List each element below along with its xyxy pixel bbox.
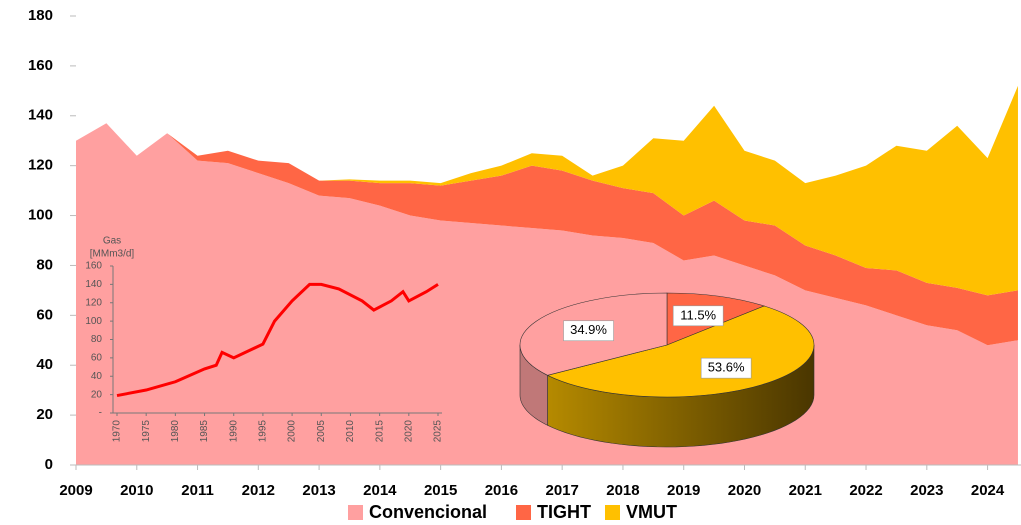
x-tick-label: 2014 xyxy=(363,482,397,499)
y-tick-label: 100 xyxy=(85,316,102,327)
x-tick-label: 1980 xyxy=(170,420,181,443)
x-tick-label: 2011 xyxy=(181,482,214,499)
x-tick-label: 2012 xyxy=(242,482,275,499)
data-label: 53.6% xyxy=(708,360,745,375)
legend-label: TIGHT xyxy=(537,502,591,522)
x-tick-label: 2022 xyxy=(849,482,882,499)
line xyxy=(116,282,439,398)
data-label: 34.9% xyxy=(570,322,607,337)
x-tick-label: 2013 xyxy=(302,482,335,499)
legend-label: Convencional xyxy=(369,502,487,522)
area xyxy=(76,123,1018,346)
y-tick-label: 80 xyxy=(36,256,53,273)
y-tick-label: 40 xyxy=(91,371,103,382)
y-tick-label: 60 xyxy=(36,306,53,323)
y-tick-label: 0 xyxy=(45,456,53,473)
area xyxy=(76,85,1018,296)
x-tick-label: 2005 xyxy=(316,420,327,443)
x-tick-label: 1975 xyxy=(141,420,152,443)
x-tick-label: 1995 xyxy=(258,420,269,443)
x-tick-label: 2015 xyxy=(374,420,385,443)
label-box xyxy=(563,320,614,342)
x-tick-label: 2010 xyxy=(120,482,153,499)
x-tick-label: 2020 xyxy=(403,420,414,443)
y-tick-label: 20 xyxy=(36,406,53,423)
y-tick-label: 80 xyxy=(91,334,103,345)
legend-swatch xyxy=(516,505,531,520)
x-tick-label: 2021 xyxy=(789,482,822,499)
x-tick-label: 2015 xyxy=(424,482,457,499)
y-tick-label: 140 xyxy=(85,279,102,290)
x-tick-label: 2018 xyxy=(606,482,639,499)
x-tick-label: 2009 xyxy=(59,482,92,499)
x-tick-label: 2020 xyxy=(728,482,761,499)
legend-swatch xyxy=(348,505,363,520)
data-label: 11.5% xyxy=(680,307,716,322)
x-tick-label: 2024 xyxy=(971,482,1005,499)
y-tick-label: 60 xyxy=(91,353,103,364)
x-tick-label: 1990 xyxy=(228,420,239,443)
legend-swatch xyxy=(605,505,620,520)
y-tick-label: 20 xyxy=(91,389,103,400)
y-tick-label: 140 xyxy=(28,107,53,124)
x-tick-label: 2000 xyxy=(287,420,298,443)
y-tick-label: 160 xyxy=(85,261,102,272)
y-tick-label: 160 xyxy=(28,57,53,74)
y-tick-label: 100 xyxy=(28,207,53,224)
x-tick-label: 1970 xyxy=(112,420,123,443)
x-tick-label: 2010 xyxy=(345,420,356,443)
y-tick-label: 180 xyxy=(28,7,53,24)
x-tick-label: 2016 xyxy=(485,482,518,499)
y-tick-label: - xyxy=(99,408,102,419)
y-axis-label: Gas xyxy=(103,236,121,247)
legend-label: VMUT xyxy=(626,502,677,522)
label-box xyxy=(700,357,752,379)
x-tick-label: 2019 xyxy=(667,482,700,499)
y-tick-label: 120 xyxy=(28,157,53,174)
x-tick-label: 2017 xyxy=(545,482,578,499)
y-tick-label: 120 xyxy=(85,297,102,308)
x-tick-label: 2025 xyxy=(433,420,444,443)
x-tick-label: 2023 xyxy=(910,482,943,499)
label-box xyxy=(672,305,724,327)
y-tick-label: 40 xyxy=(36,356,53,373)
y-axis-label: [MMm3/d] xyxy=(90,249,135,260)
x-tick-label: 1985 xyxy=(199,420,210,443)
